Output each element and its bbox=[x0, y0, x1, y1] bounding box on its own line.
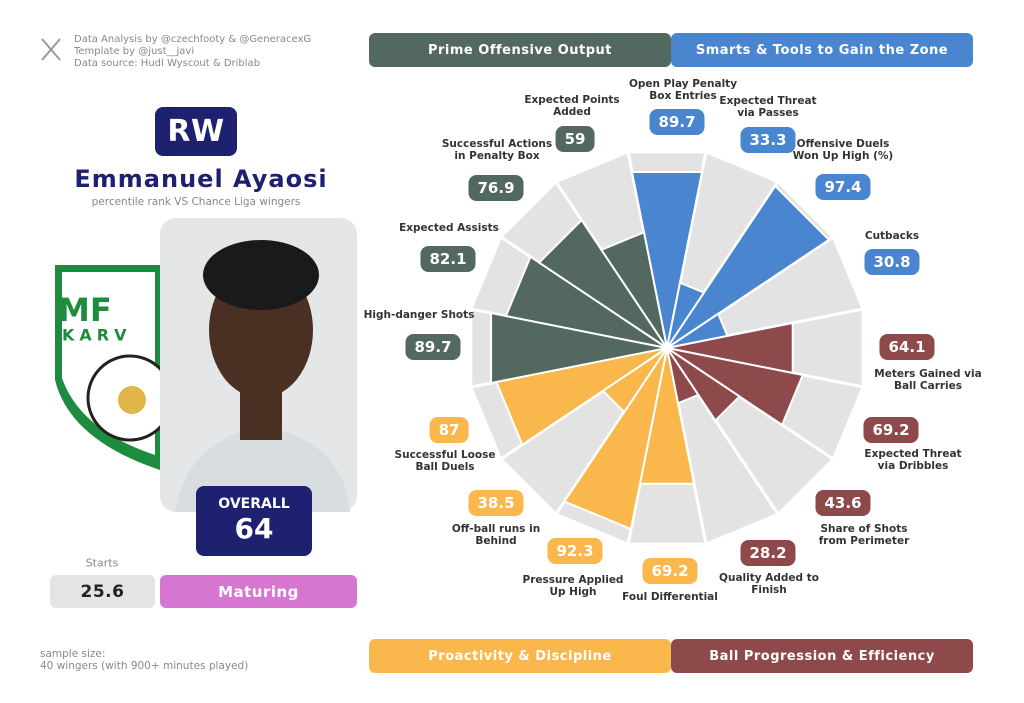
starts-label: Starts bbox=[85, 556, 119, 570]
overall-box: OVERALL 64 bbox=[196, 486, 312, 556]
credit-line: Data source: Hudl Wyscout & Driblab bbox=[74, 58, 261, 69]
value-label: 43.6 bbox=[815, 490, 871, 516]
bar bbox=[562, 347, 668, 531]
sample-size: sample size: 40 wingers (with 900+ minut… bbox=[40, 648, 248, 672]
legend-header: Prime Offensive Output bbox=[369, 33, 671, 67]
credits: Data Analysis by @czechfooty & @Generace… bbox=[74, 34, 311, 70]
metric-label: Expected Threat via Dribbles bbox=[864, 448, 962, 472]
sample-line: 40 wingers (with 900+ minutes played) bbox=[40, 660, 249, 672]
metric-label: Foul Differential bbox=[622, 591, 718, 603]
metric-label: Successful Loose Ball Duels bbox=[394, 449, 496, 473]
overall-label: OVERALL bbox=[218, 496, 290, 512]
x-logo bbox=[41, 38, 61, 61]
metric-label: Open Play Penalty Box Entries bbox=[628, 78, 738, 102]
position-badge: RW bbox=[155, 107, 237, 156]
bar bbox=[666, 184, 831, 349]
legend-header: Proactivity & Discipline bbox=[369, 639, 671, 673]
value-label: 92.3 bbox=[547, 538, 603, 564]
metric-label: Meters Gained via Ball Carries bbox=[874, 368, 982, 392]
legend-header: Ball Progression & Efficiency bbox=[671, 639, 973, 673]
metric-label: Successful Actions in Penalty Box bbox=[441, 138, 553, 162]
metric-label: Offensive Duels Won Up High (%) bbox=[792, 138, 894, 162]
sample-line: sample size: bbox=[40, 648, 106, 660]
credit-line: Template by @just__javi bbox=[74, 46, 195, 57]
value-label: 87 bbox=[429, 417, 469, 443]
value-label: 69.2 bbox=[863, 417, 919, 443]
starts-value: 25.6 bbox=[50, 575, 155, 608]
status: Maturing bbox=[160, 575, 357, 608]
subtitle: percentile rank VS Chance Liga wingers bbox=[91, 196, 301, 208]
svg-text:KARV: KARV bbox=[62, 326, 131, 345]
value-label: 82.1 bbox=[420, 246, 476, 272]
metric-label: Expected Points Added bbox=[524, 94, 620, 118]
value-label: 38.5 bbox=[468, 490, 524, 516]
value-label: 28.2 bbox=[740, 540, 796, 566]
radar bbox=[468, 149, 866, 547]
credit-line: Data Analysis by @czechfooty & @Generace… bbox=[74, 34, 312, 45]
metric-label: Cutbacks bbox=[864, 230, 920, 242]
legend-header: Smarts & Tools to Gain the Zone bbox=[671, 33, 973, 67]
bar bbox=[599, 230, 668, 349]
value-label: 89.7 bbox=[649, 109, 705, 135]
metric-label: Expected Assists bbox=[399, 222, 499, 234]
metric-label: Share of Shots from Perimeter bbox=[818, 523, 910, 547]
player-name: Emmanuel Ayaosi bbox=[74, 165, 328, 193]
metric-label: High-danger Shots bbox=[363, 309, 475, 321]
value-label: 89.7 bbox=[405, 334, 461, 360]
metric-label: Pressure Applied Up High bbox=[522, 574, 624, 598]
overall-value: 64 bbox=[234, 512, 274, 545]
value-label: 69.2 bbox=[642, 558, 698, 584]
value-label: 59 bbox=[555, 126, 595, 152]
value-label: 76.9 bbox=[468, 175, 524, 201]
metric-label: Off-ball runs in Behind bbox=[451, 523, 541, 547]
value-label: 30.8 bbox=[864, 249, 920, 275]
metric-label: Quality Added to Finish bbox=[719, 572, 819, 596]
value-label: 64.1 bbox=[879, 334, 935, 360]
svg-text:MF: MF bbox=[58, 291, 112, 329]
club-logo: MF KARV bbox=[55, 265, 174, 470]
value-label: 97.4 bbox=[815, 174, 871, 200]
metric-label: Expected Threat via Passes bbox=[719, 95, 817, 119]
value-label: 33.3 bbox=[740, 127, 796, 153]
